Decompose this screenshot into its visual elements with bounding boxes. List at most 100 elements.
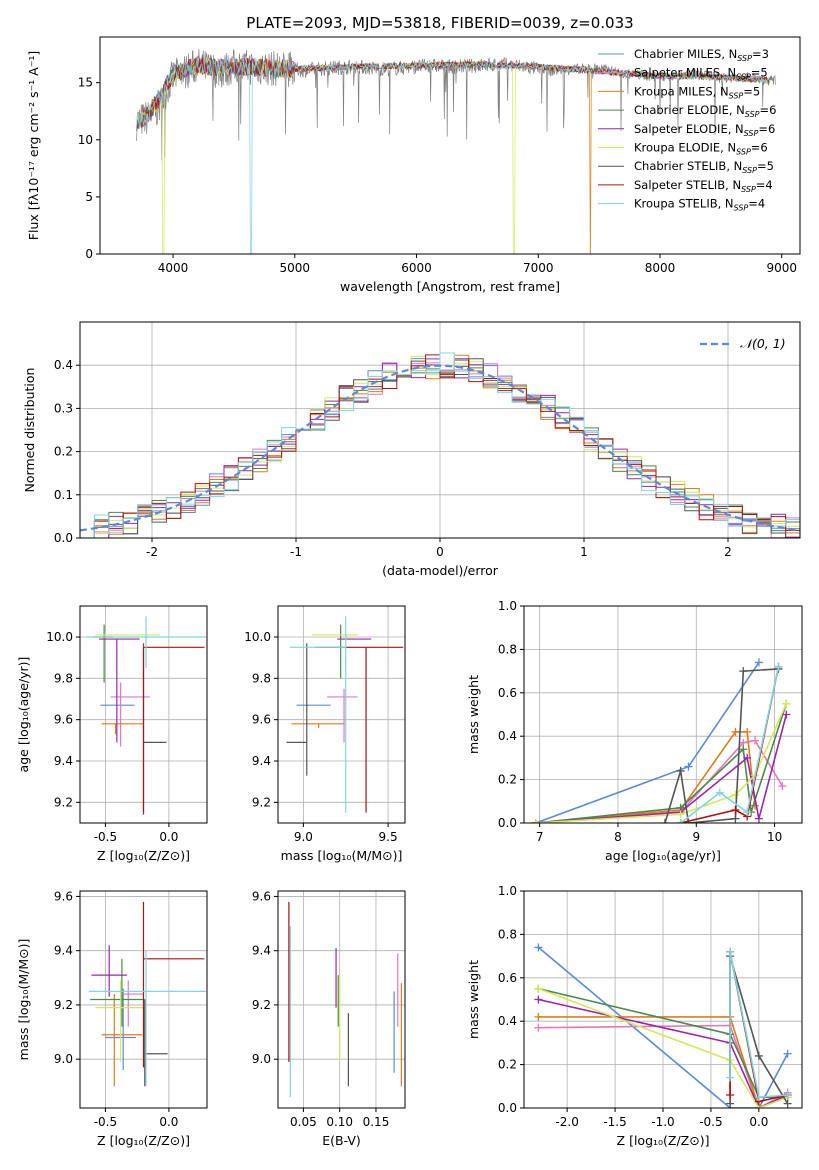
tick-label-x: 8 <box>614 830 622 844</box>
weight-series-line <box>664 668 779 823</box>
tick-label-x: 0.05 <box>290 1115 317 1129</box>
frame <box>277 890 406 1109</box>
weight-series-line <box>538 998 788 1108</box>
tick-label-y: 0.4 <box>498 729 517 743</box>
tick-label-y: 0.6 <box>498 686 517 700</box>
legend-text: Kroupa STELIB, N <box>634 197 734 211</box>
tick-label-y: 0.1 <box>54 488 73 502</box>
weight-marker <box>726 1073 735 1082</box>
tick-label-x: 5000 <box>280 261 311 275</box>
plot-area <box>86 616 206 815</box>
errorbar-point <box>142 901 205 1068</box>
errorbar-point <box>315 646 404 813</box>
weight-marker <box>726 1099 735 1108</box>
errorbar-point <box>86 616 206 668</box>
gridlines <box>278 891 405 1108</box>
weight-marker <box>731 727 740 736</box>
legend-value: =5 <box>751 66 768 80</box>
legend-entry: Chabrier MILES, NSSP=3 <box>634 47 769 63</box>
tick-label-x: 0.0 <box>749 1115 768 1129</box>
weight-marker <box>534 1012 543 1021</box>
axes-frame: 0.05 0.10 0.15 9.0 9.2 9.4 9.6 E(B-V) <box>252 889 406 1148</box>
errorbar-point <box>101 723 144 735</box>
chart-weight-vs-Z: -2.0 -1.5 -1.0 -0.5 0.0 0.0 0.2 0.4 0.6 0.8 1.0 Z [… <box>466 884 803 1148</box>
frame <box>79 890 208 1109</box>
legend-text: Salpeter STELIB, N <box>634 178 741 192</box>
errorbar-point <box>95 980 147 1062</box>
tick-label-y: 0.8 <box>498 927 517 941</box>
axes-frame: -2.0 -1.5 -1.0 -0.5 0.0 0.0 0.2 0.4 0.6 0.8 1.0 Z [… <box>466 884 803 1148</box>
tick-label-x: -1 <box>290 545 302 559</box>
frame <box>277 605 406 824</box>
weight-marker <box>739 667 748 676</box>
tick-label-y: 0.2 <box>498 1058 517 1072</box>
x-axis-label: Z [log₁₀(Z/Z⊙)] <box>97 848 190 863</box>
weight-marker <box>534 995 543 1004</box>
legend-entry: 𝒩(0, 1) <box>740 336 786 351</box>
tick-label-x: 0.0 <box>159 830 178 844</box>
legend-text: Chabrier STELIB, N <box>634 159 742 173</box>
weight-marker <box>739 745 748 754</box>
errorbar-point <box>101 994 143 1087</box>
tick-label-x: -0.5 <box>94 830 117 844</box>
tick-label-y: 9.4 <box>252 754 271 768</box>
tick-label-y: 0.2 <box>498 773 517 787</box>
tick-label-y: 5 <box>85 190 93 204</box>
errorbar-point <box>144 999 168 1087</box>
weight-series-line <box>538 987 788 1098</box>
tick-label-y: 9.2 <box>252 998 271 1012</box>
tick-label-x: 4000 <box>158 261 189 275</box>
tick-label-y: 0.4 <box>498 1014 517 1028</box>
legend-entry: Chabrier STELIB, NSSP=5 <box>634 159 774 175</box>
y-axis-label: Normed distribution <box>22 368 37 493</box>
errorbar-point <box>90 958 145 1027</box>
axes-frame: -0.5 0.0 9.0 9.2 9.4 9.6 Z [log₁₀(Z/Z⊙)] mass [… <box>16 889 208 1148</box>
chart-weight-vs-age: 7 8 9 10 0.0 0.2 0.4 0.6 0.8 1.0 age [log₁₀(age/yr… <box>466 599 803 863</box>
weight-marker <box>782 710 791 719</box>
legend-entry: Kroupa ELODIE, NSSP=6 <box>634 141 768 157</box>
legend-text: Chabrier MILES, N <box>634 47 737 61</box>
weight-marker <box>534 984 543 993</box>
legend-sub: SSP <box>742 166 757 175</box>
plot-area <box>286 616 404 813</box>
legend-sub: SSP <box>741 185 756 194</box>
tick-label-x: 7 <box>536 830 544 844</box>
legend-entry: Salpeter STELIB, NSSP=4 <box>634 178 773 194</box>
legend-value: =6 <box>751 141 768 155</box>
tick-label-x: -2.0 <box>555 1115 578 1129</box>
tick-label-y: 9.2 <box>54 998 73 1012</box>
plot-area <box>88 901 206 1087</box>
tick-label-x: 7000 <box>523 261 554 275</box>
gaussian-curve <box>80 364 800 532</box>
tick-label-x: 9.5 <box>379 830 398 844</box>
legend-entry: Salpeter MILES, NSSP=5 <box>634 66 768 82</box>
tick-label-y: 0.4 <box>54 358 73 372</box>
errorbar-point <box>289 616 347 813</box>
tick-label-x: 0.15 <box>363 1115 390 1129</box>
errorbar-point <box>291 723 345 728</box>
weight-marker <box>754 658 763 667</box>
tick-label-y: 9.8 <box>252 671 271 685</box>
y-axis-label: mass weight <box>466 675 481 754</box>
tick-label-y: 9.2 <box>54 795 73 809</box>
weight-marker <box>751 801 760 810</box>
gridlines <box>278 606 405 823</box>
tick-label-y: 0.0 <box>498 816 517 830</box>
errorbar-point <box>91 945 127 997</box>
tick-label-y: 0.0 <box>498 1101 517 1115</box>
legend-entry: Chabrier ELODIE, NSSP=6 <box>634 103 776 119</box>
legend-value: =5 <box>743 84 760 98</box>
tick-label-y: 0.2 <box>54 445 73 459</box>
axes-frame: 7 8 9 10 0.0 0.2 0.4 0.6 0.8 1.0 age [log₁₀(age/yr… <box>466 599 803 863</box>
tick-label-x: -1.0 <box>651 1115 674 1129</box>
legend-sub: SSP <box>736 148 751 157</box>
frame <box>523 605 803 824</box>
axes-frame: 4000 5000 6000 7000 8000 9000 0 5 10 15 wavelength… <box>26 36 801 294</box>
tick-label-x: -0.5 <box>94 1115 117 1129</box>
tick-label-y: 9.6 <box>252 889 271 903</box>
weight-marker <box>676 766 685 775</box>
model-spectrum-line <box>136 58 770 254</box>
histogram-series <box>80 352 800 538</box>
weight-marker <box>660 819 669 823</box>
